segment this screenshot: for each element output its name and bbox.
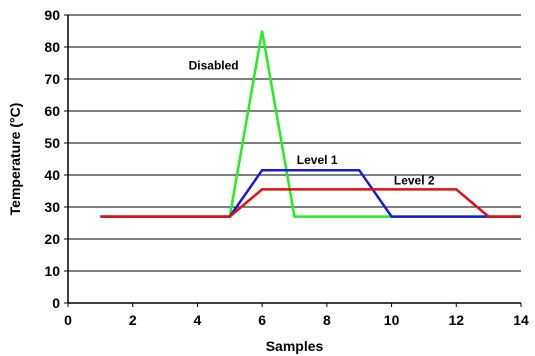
gridlines <box>68 14 521 272</box>
x-tick-label-0: 0 <box>64 312 72 328</box>
series-annotation-disabled: Disabled <box>189 58 239 72</box>
series-line-level-2 <box>100 188 521 218</box>
series-annotation-level-2: Level 2 <box>394 174 435 188</box>
y-tick-label-90: 90 <box>44 7 60 23</box>
series-lines <box>100 30 521 218</box>
x-tick-label-2: 2 <box>129 312 137 328</box>
y-tick-label-40: 40 <box>44 167 60 183</box>
y-tick-label-30: 30 <box>44 199 60 215</box>
y-tick-label-70: 70 <box>44 71 60 87</box>
x-tick-label-12: 12 <box>448 312 464 328</box>
tick-labels: 0 10 20 30 40 50 60 70 80 90 0 2 4 6 8 10 12 14 <box>44 7 529 328</box>
y-tick-label-60: 60 <box>44 103 60 119</box>
x-tick-label-14: 14 <box>513 312 529 328</box>
series-annotations: Disabled Level 1 Level 2 <box>189 58 435 187</box>
axes <box>64 14 522 307</box>
y-tick-label-20: 20 <box>44 231 60 247</box>
y-tick-label-80: 80 <box>44 39 60 55</box>
y-tick-label-0: 0 <box>52 295 60 311</box>
x-tick-label-6: 6 <box>258 312 266 328</box>
series-line-level-1 <box>100 168 521 218</box>
y-axis-title: Temperature (°C) <box>7 103 23 216</box>
series-annotation-level-1: Level 1 <box>297 153 338 167</box>
x-tick-label-10: 10 <box>384 312 400 328</box>
y-tick-label-10: 10 <box>44 263 60 279</box>
y-tick-label-50: 50 <box>44 135 60 151</box>
x-tick-label-8: 8 <box>323 312 331 328</box>
x-tick-label-4: 4 <box>194 312 202 328</box>
x-axis-title: Samples <box>266 338 324 354</box>
